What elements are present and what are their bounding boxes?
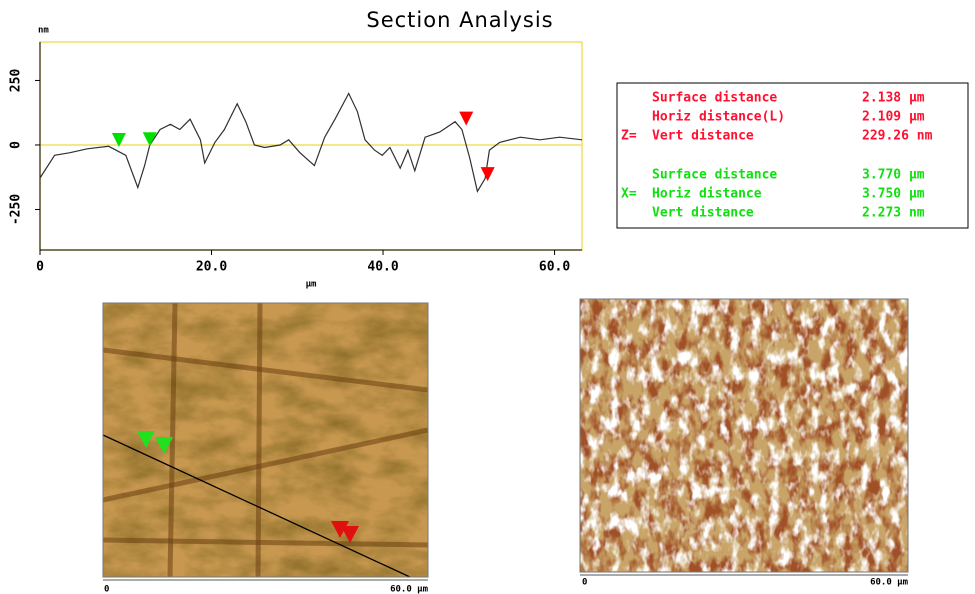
cursor-marker — [111, 133, 126, 148]
measurement-label: Vert distance — [652, 206, 754, 221]
measurement-label: Horiz distance — [652, 187, 762, 202]
measurement-label: Horiz distance(L) — [652, 110, 785, 125]
x-tick-label: 20.0 — [196, 260, 227, 275]
cursor-marker — [480, 167, 495, 182]
cursor-marker — [142, 132, 157, 147]
y-tick-label: 250 — [9, 69, 24, 93]
amplitude-image — [579, 298, 909, 573]
cursor-prefix: Z= — [621, 129, 637, 144]
measurement-label: Vert distance — [652, 129, 754, 144]
image-highlights — [580, 299, 908, 572]
image-frame — [579, 298, 909, 573]
image-streaks — [102, 302, 429, 578]
x-tick-label: 40.0 — [367, 260, 398, 275]
measurement-value: 229.26 nm — [862, 129, 933, 144]
measurement-box — [616, 82, 969, 229]
plot-frame — [39, 41, 583, 251]
section-line — [102, 434, 411, 578]
measurement-value: 3.750 μm — [862, 187, 925, 202]
image-cursor-red — [331, 521, 359, 543]
image-frame — [102, 302, 429, 578]
image-scale-end: 60.0 μm — [390, 585, 429, 594]
profile-line — [39, 92, 583, 193]
measurement-value: 2.273 nm — [862, 206, 925, 221]
x-tick-label: 0 — [36, 260, 44, 275]
image-cursor-green — [137, 431, 173, 454]
height-image — [102, 302, 429, 578]
measurement-value: 2.138 μm — [862, 91, 925, 106]
measurement-value: 2.109 μm — [862, 110, 925, 125]
image-scale-end: 60.0 μm — [870, 578, 909, 588]
x-axis-label: μm — [306, 280, 317, 290]
y-axis-label: nm — [38, 26, 49, 36]
chart-title: Section Analysis — [366, 8, 553, 32]
cursor-prefix: X= — [621, 187, 637, 202]
measurement-label: Surface distance — [652, 168, 777, 183]
measurement-label: Surface distance — [652, 91, 777, 106]
cursor-marker — [459, 111, 474, 126]
measurement-value: 3.770 μm — [862, 168, 925, 183]
x-tick-label: 60.0 — [539, 260, 570, 275]
image-scale-start: 0 — [582, 578, 587, 588]
y-tick-label: 0 — [9, 141, 24, 149]
image-scale-start: 0 — [104, 585, 109, 594]
y-tick-label: -250 — [9, 194, 24, 225]
